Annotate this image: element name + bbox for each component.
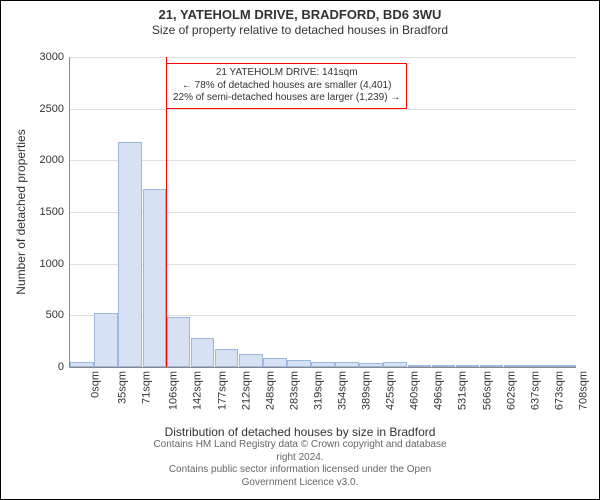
- figure-container: 21, YATEHOLM DRIVE, BRADFORD, BD6 3WU Si…: [0, 0, 600, 500]
- gridline: [70, 109, 576, 110]
- annotation-line: ← 78% of detached houses are smaller (4,…: [173, 80, 400, 93]
- bar: [118, 142, 142, 367]
- bar: [239, 354, 263, 367]
- bar: [94, 313, 118, 367]
- ytick-label: 500: [46, 309, 70, 321]
- xtick-label: 637sqm: [529, 371, 541, 410]
- xtick-label: 283sqm: [288, 371, 300, 410]
- xtick-label: 177sqm: [216, 371, 228, 410]
- bar: [215, 349, 239, 367]
- ytick-label: 1500: [40, 206, 70, 218]
- footer-attribution: Contains HM Land Registry data © Crown c…: [151, 439, 450, 489]
- xtick-label: 531sqm: [457, 371, 469, 410]
- xtick-label: 460sqm: [409, 371, 421, 410]
- ytick-label: 3000: [40, 51, 70, 63]
- bar: [552, 365, 576, 367]
- bar: [480, 365, 504, 367]
- xtick-label: 248sqm: [264, 371, 276, 410]
- bar: [383, 362, 407, 367]
- xtick-label: 425sqm: [385, 371, 397, 410]
- bar: [335, 362, 359, 367]
- bar: [263, 358, 287, 367]
- annotation-line: 21 YATEHOLM DRIVE: 141sqm: [173, 67, 400, 80]
- ytick-label: 2000: [40, 154, 70, 166]
- xtick-label: 106sqm: [168, 371, 180, 410]
- xtick-label: 71sqm: [141, 371, 153, 404]
- xtick-label: 142sqm: [192, 371, 204, 410]
- footer-line-2: Contains public sector information licen…: [151, 464, 450, 489]
- bar: [456, 365, 480, 367]
- xtick-label: 354sqm: [337, 371, 349, 410]
- footer-line-1: Contains HM Land Registry data © Crown c…: [151, 439, 450, 464]
- bar: [311, 362, 335, 367]
- bar: [70, 362, 94, 367]
- xtick-label: 0sqm: [90, 371, 102, 398]
- bar: [143, 189, 167, 367]
- bar: [432, 365, 456, 367]
- y-axis-label: Number of detached properties: [14, 129, 28, 294]
- bar: [408, 365, 432, 367]
- x-axis-label: Distribution of detached houses by size …: [165, 425, 436, 439]
- bar: [167, 317, 191, 367]
- page-subtitle: Size of property relative to detached ho…: [1, 23, 599, 37]
- ytick-label: 0: [58, 361, 70, 373]
- bar: [528, 365, 552, 367]
- bar: [359, 363, 383, 367]
- ytick-label: 1000: [40, 258, 70, 270]
- xtick-label: 673sqm: [553, 371, 565, 410]
- annotation-line: 22% of semi-detached houses are larger (…: [173, 92, 400, 105]
- bar: [504, 365, 528, 367]
- gridline: [70, 57, 576, 58]
- xtick-label: 389sqm: [361, 371, 373, 410]
- ytick-label: 2500: [40, 103, 70, 115]
- xtick-label: 566sqm: [481, 371, 493, 410]
- gridline: [70, 160, 576, 161]
- xtick-label: 602sqm: [505, 371, 517, 410]
- xtick-label: 319sqm: [312, 371, 324, 410]
- xtick-label: 212sqm: [240, 371, 252, 410]
- chart-plot-area: 0500100015002000250030000sqm35sqm71sqm10…: [69, 57, 576, 368]
- xtick-label: 708sqm: [578, 371, 590, 410]
- bar: [191, 338, 215, 367]
- xtick-label: 35sqm: [117, 371, 129, 404]
- xtick-label: 496sqm: [433, 371, 445, 410]
- annotation-box: 21 YATEHOLM DRIVE: 141sqm← 78% of detach…: [166, 63, 407, 109]
- page-title: 21, YATEHOLM DRIVE, BRADFORD, BD6 3WU: [1, 1, 599, 23]
- bar: [287, 360, 311, 367]
